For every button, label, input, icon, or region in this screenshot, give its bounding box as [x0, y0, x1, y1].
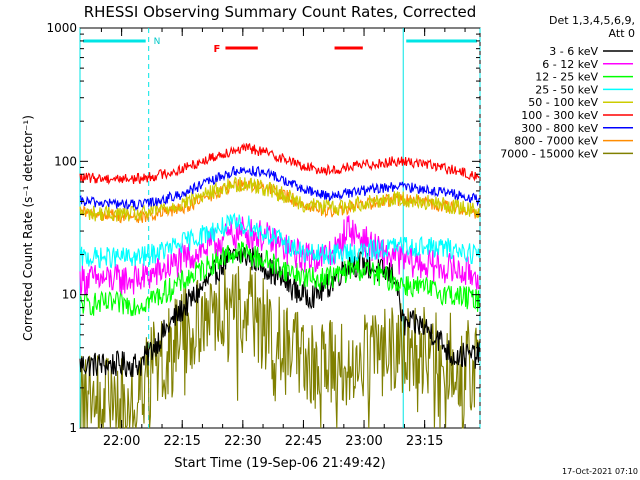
chart-title: RHESSI Observing Summary Count Rates, Co… — [84, 3, 477, 21]
legend-label: 800 - 7000 keV — [514, 135, 598, 148]
y-tick-label: 1000 — [46, 21, 77, 35]
flare-bar-label: F — [213, 44, 220, 55]
x-tick-label: 23:15 — [406, 434, 443, 449]
axes-layer: 1 10 100 1000 22:00 22:15 22:30 22:45 23:00 23:15 — [46, 21, 480, 449]
night-bar-label: N — [154, 37, 161, 47]
legend-label: 7000 - 15000 keV — [500, 147, 598, 160]
series-line — [79, 176, 480, 222]
y-tick-label: 1 — [69, 421, 77, 435]
x-tick-label: 22:45 — [285, 434, 322, 449]
y-tick-label: 100 — [54, 154, 77, 168]
x-tick-label: 23:00 — [345, 434, 382, 449]
legend-label: 50 - 100 keV — [528, 96, 598, 109]
x-axis-label: Start Time (19-Sep-06 21:49:42) — [174, 456, 385, 471]
legend-header-line2: Att 0 — [609, 27, 635, 40]
footer-timestamp: 17-Oct-2021 07:10 — [562, 467, 638, 476]
y-axis-label: Corrected Count Rate (s⁻¹ detector⁻¹) — [21, 115, 35, 341]
x-tick-label: 22:30 — [224, 434, 261, 449]
series-line — [79, 246, 480, 378]
x-tick-label: 22:15 — [163, 434, 200, 449]
series-line — [79, 142, 480, 185]
series-layer — [79, 142, 480, 429]
legend-label: 6 - 12 keV — [542, 58, 598, 71]
legend-label: 3 - 6 keV — [549, 45, 598, 58]
legend-label: 25 - 50 keV — [535, 83, 598, 96]
legend-label: 300 - 800 keV — [521, 122, 598, 135]
y-tick-label: 10 — [62, 288, 77, 302]
series-line — [79, 215, 480, 296]
legend-label: 12 - 25 keV — [535, 71, 598, 84]
series-line — [80, 266, 480, 429]
x-tick-label: 22:00 — [103, 434, 140, 449]
series-line — [79, 241, 480, 317]
legend-label: 100 - 300 keV — [521, 109, 598, 122]
series-line — [79, 212, 480, 269]
legend-header-line1: Det 1,3,4,5,6,9, — [549, 14, 635, 27]
series-line — [79, 165, 480, 212]
